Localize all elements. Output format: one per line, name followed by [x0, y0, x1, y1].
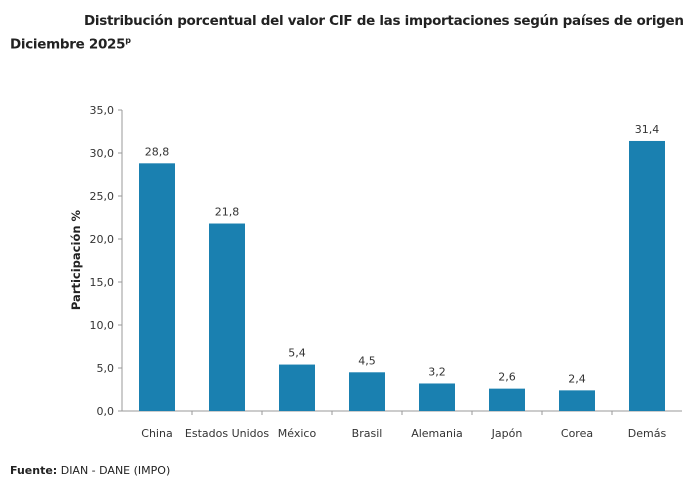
bar — [419, 383, 455, 411]
data-label: 31,4 — [635, 123, 660, 136]
source-text: DIAN - DANE (IMPO) — [60, 464, 171, 477]
y-tick-label: 20,0 — [90, 233, 115, 246]
chart-title: Distribución porcentual del valor CIF de… — [84, 13, 684, 29]
x-tick-label: México — [278, 427, 317, 440]
bar — [559, 390, 595, 411]
data-label: 4,5 — [358, 354, 376, 367]
y-tick-label: 15,0 — [90, 276, 115, 289]
source-label: Fuente: — [10, 464, 58, 477]
y-tick-label: 25,0 — [90, 190, 115, 203]
data-label: 2,6 — [498, 371, 516, 384]
bar — [209, 223, 245, 411]
data-label: 2,4 — [568, 372, 586, 385]
data-label: 21,8 — [215, 206, 240, 219]
y-tick-label: 10,0 — [90, 319, 115, 332]
x-tick-label: Estados Unidos — [185, 427, 269, 440]
data-label: 5,4 — [288, 347, 306, 360]
x-tick-label: Demás — [628, 427, 667, 440]
x-tick-label: Alemania — [411, 427, 463, 440]
subtitle-superscript: p — [125, 36, 131, 45]
x-tick-label: Japón — [491, 427, 523, 440]
bar — [629, 140, 665, 411]
x-tick-label: Corea — [561, 427, 593, 440]
source-note: Fuente: DIAN - DANE (IMPO) — [10, 464, 170, 477]
x-tick-label: China — [141, 427, 172, 440]
bar — [279, 364, 315, 411]
y-tick-label: 30,0 — [90, 147, 115, 160]
y-tick-label: 5,0 — [97, 362, 115, 375]
bar — [349, 372, 385, 411]
y-tick-label: 0,0 — [97, 405, 115, 418]
y-tick-label: 35,0 — [90, 104, 115, 117]
y-axis-label: Participación % — [69, 209, 83, 310]
bar — [139, 163, 175, 411]
x-tick-label: Brasil — [352, 427, 383, 440]
data-label: 3,2 — [428, 365, 446, 378]
data-label: 28,8 — [145, 145, 170, 158]
bar — [489, 388, 525, 411]
subtitle-text: Diciembre 2025 — [10, 36, 126, 53]
chart-subtitle: Diciembre 2025p — [10, 36, 131, 53]
